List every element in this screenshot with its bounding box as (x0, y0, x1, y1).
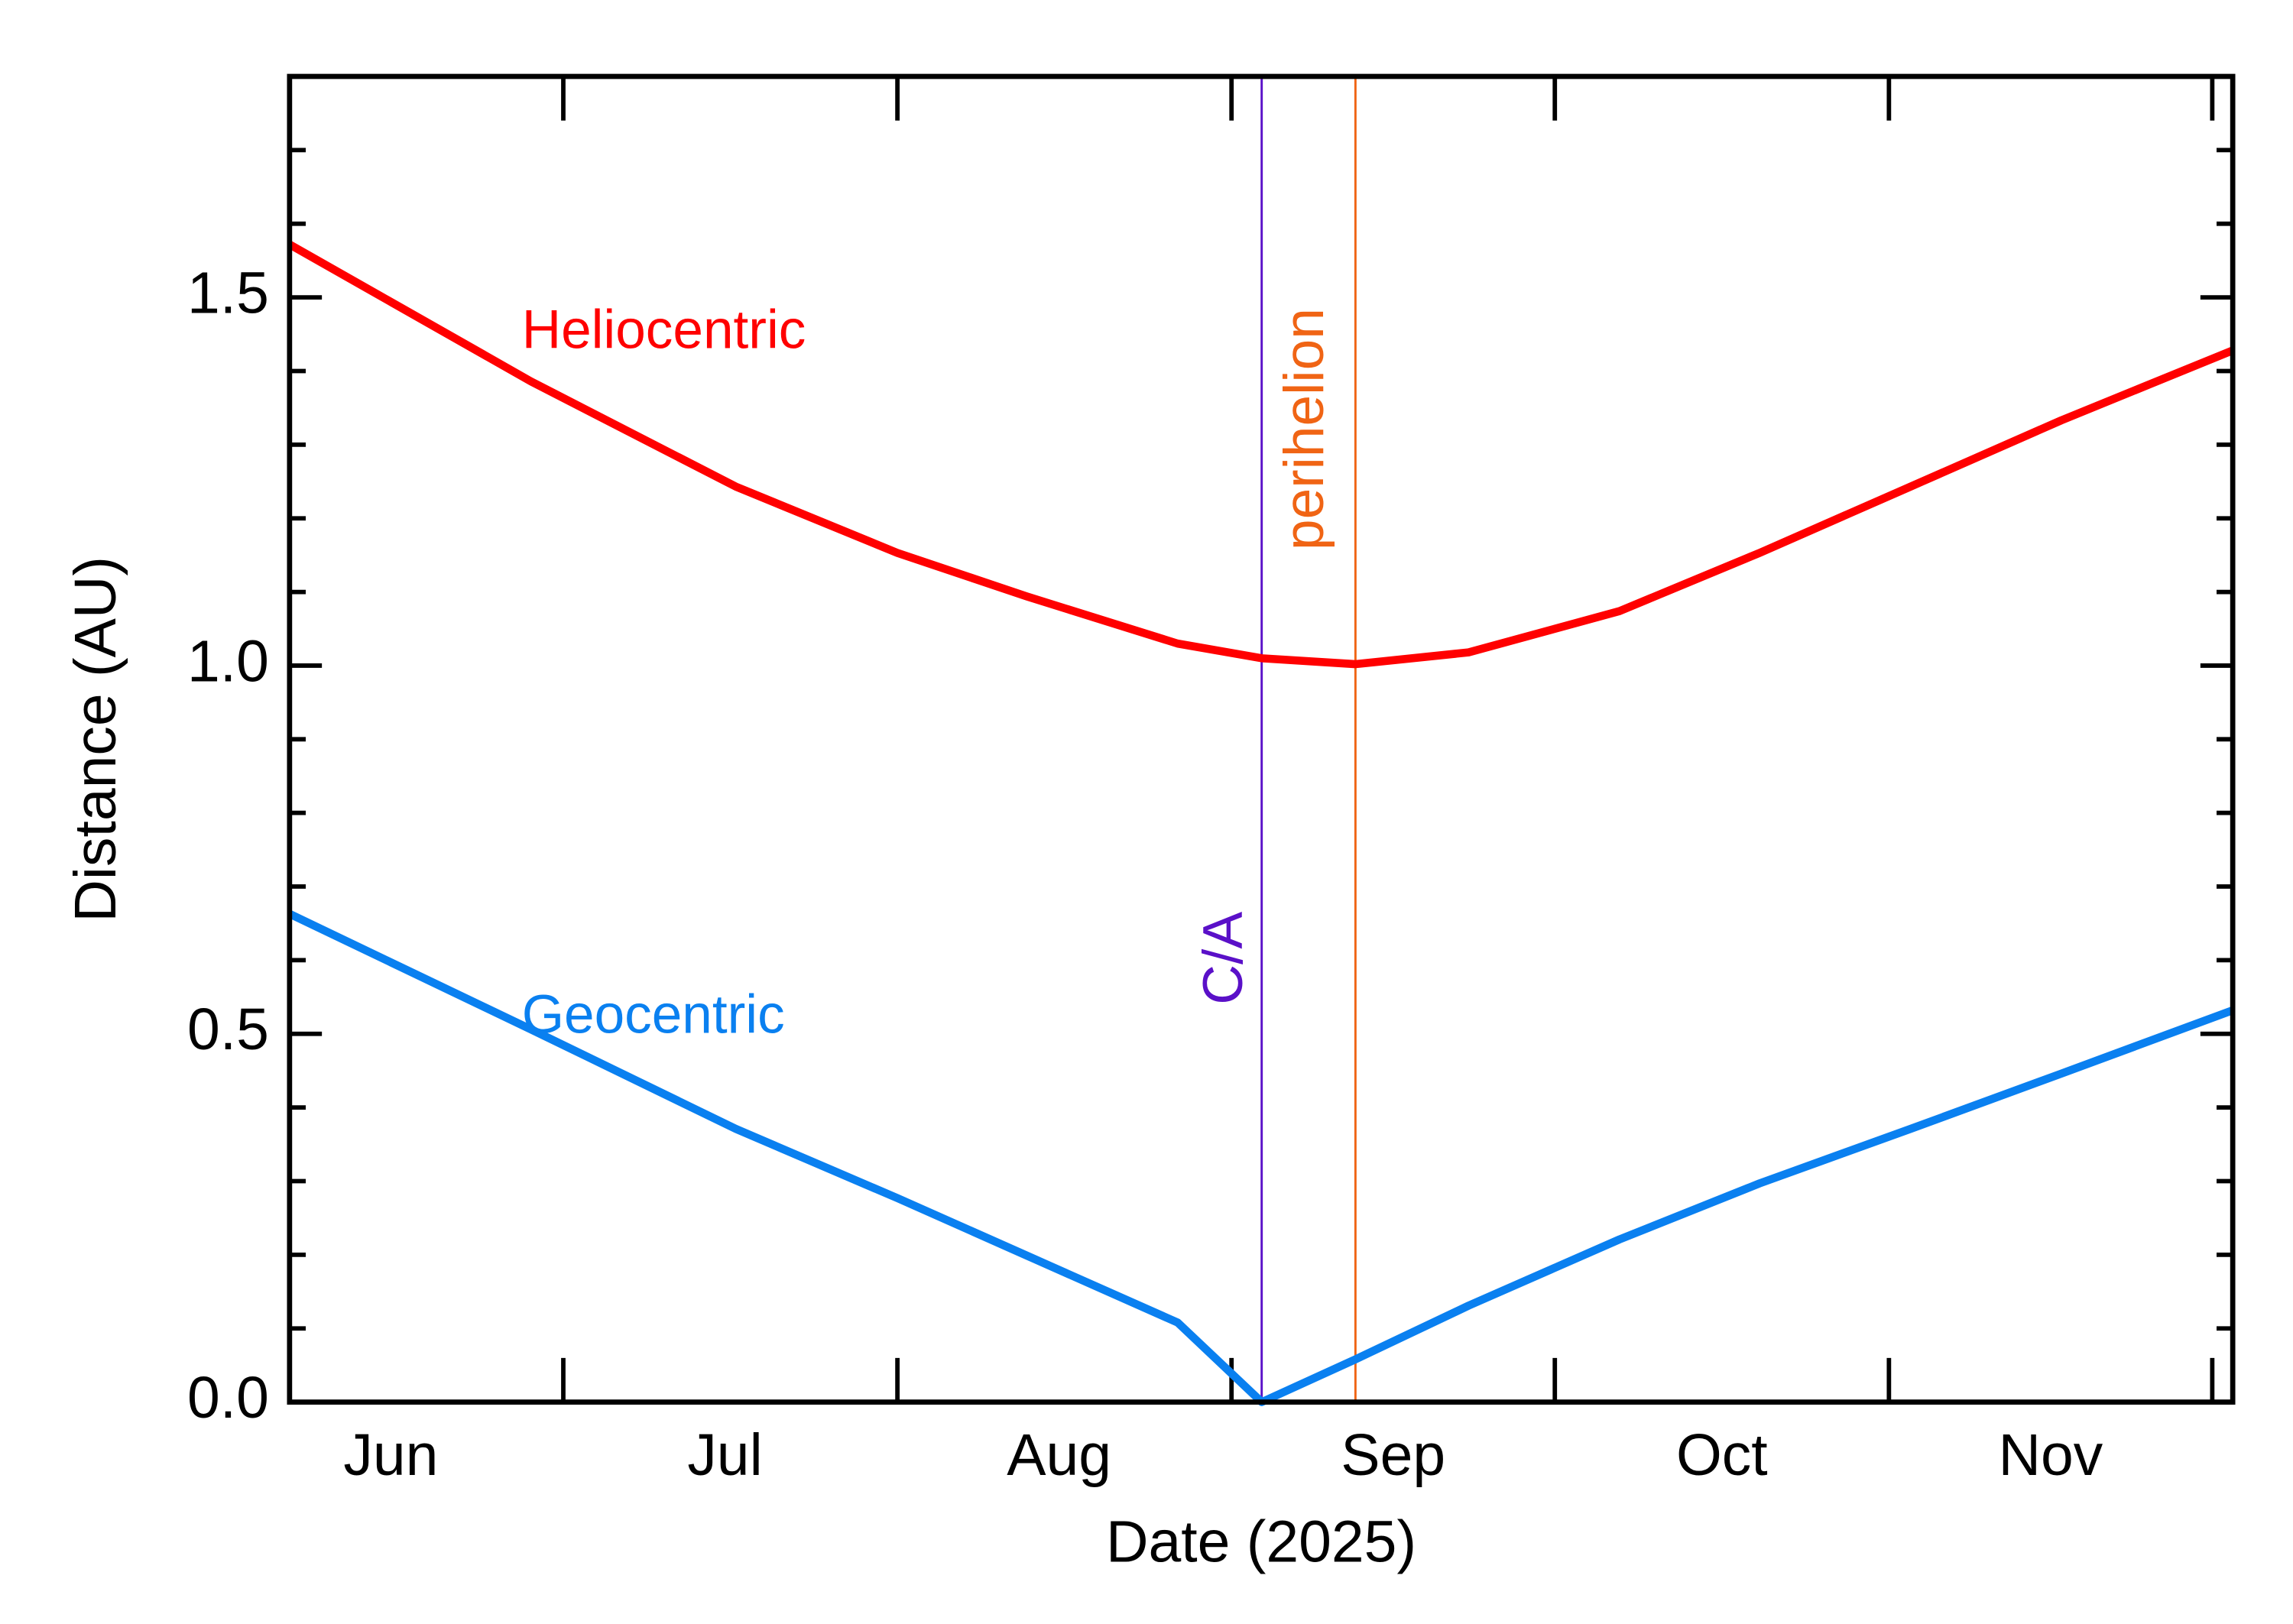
x-tick-label: Sep (1341, 1422, 1445, 1488)
series-line (287, 241, 2235, 669)
x-tick-label: Jun (343, 1422, 438, 1488)
y-tick-label: 0.5 (187, 997, 269, 1062)
y-tick-label: 0.0 (187, 1365, 269, 1431)
plot-frame (287, 73, 2236, 1405)
x-tick-label: Oct (1676, 1422, 1768, 1488)
series-label: Heliocentric (522, 300, 806, 360)
series-label: Geocentric (522, 984, 785, 1045)
x-axis-label: Date (2025) (1106, 1509, 1416, 1574)
event-label: perihelion (1273, 308, 1335, 550)
y-axis-label: Distance (AU) (63, 556, 128, 922)
event-label: C/A (1192, 912, 1254, 1005)
x-tick-label: Nov (1998, 1422, 2103, 1488)
x-tick-label: Jul (687, 1422, 762, 1488)
series-line (287, 909, 2234, 1406)
y-tick-label: 1.5 (187, 260, 269, 326)
x-tick-label: Aug (1007, 1422, 1111, 1488)
y-tick-label: 1.0 (187, 628, 269, 694)
